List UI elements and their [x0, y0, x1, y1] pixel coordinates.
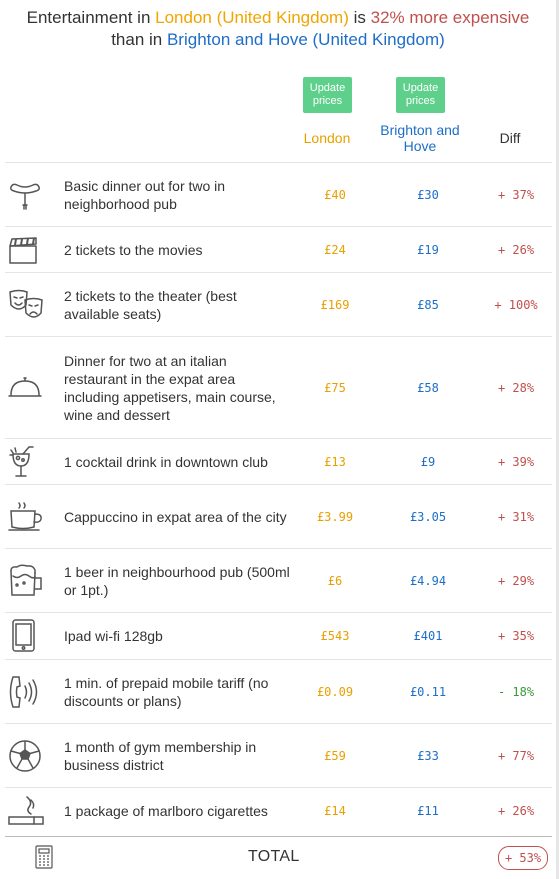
row-price-city1: £75	[294, 336, 376, 439]
total-label: TOTAL	[248, 848, 300, 865]
row-price-city2: £3.05	[376, 484, 480, 549]
cloche-icon	[7, 373, 57, 403]
row-item-name: 1 package of marlboro cigarettes	[57, 787, 294, 834]
row-icon-cell	[5, 612, 57, 660]
row-price-city1: £14	[294, 787, 376, 834]
row-diff: + 29%	[480, 548, 552, 613]
row-item-name: 1 month of gym membership in business di…	[57, 723, 294, 788]
row-item-name: Basic dinner out for two in neighborhood…	[57, 162, 294, 227]
row-icon-cell	[5, 438, 57, 485]
row-price-city1: £169	[294, 272, 376, 337]
row-item-name: Ipad wi-fi 128gb	[57, 612, 294, 660]
row-item-name: Dinner for two at an italian restaurant …	[57, 336, 294, 439]
row-diff: + 77%	[480, 723, 552, 788]
table-row: Dinner for two at an italian restaurant …	[5, 336, 552, 439]
table-row: 1 cocktail drink in downtown club £13 £9…	[5, 438, 552, 485]
row-diff: + 28%	[480, 336, 552, 439]
clapperboard-icon	[7, 234, 57, 266]
row-icon-cell	[5, 723, 57, 788]
row-item-name: 1 beer in neighbourhood pub (500ml or 1p…	[57, 548, 294, 613]
row-price-city2: £19	[376, 226, 480, 273]
headline-text: is	[348, 8, 371, 27]
column-header-city2: Brighton and Hove	[380, 122, 460, 154]
row-price-city1: £6	[294, 548, 376, 613]
update-prices-button-city1[interactable]: Update prices	[303, 77, 352, 113]
headline-city1[interactable]: London (United Kingdom)	[155, 8, 349, 27]
total-divider	[5, 836, 552, 837]
calculator-icon	[34, 845, 54, 874]
soccer-ball-icon	[7, 738, 57, 774]
row-item-name: 1 min. of prepaid mobile tariff (no disc…	[57, 659, 294, 724]
row-icon-cell	[5, 787, 57, 834]
table-row: Cappuccino in expat area of the city £3.…	[5, 484, 552, 549]
row-price-city2: £11	[376, 787, 480, 834]
row-diff: + 39%	[480, 438, 552, 485]
table-row: Basic dinner out for two in neighborhood…	[5, 162, 552, 227]
row-price-city2: £0.11	[376, 659, 480, 724]
prices-table: Basic dinner out for two in neighborhood…	[5, 162, 552, 834]
row-icon-cell	[5, 548, 57, 613]
table-row: Ipad wi-fi 128gb £543 £401 + 35%	[5, 612, 552, 660]
table-row: 1 month of gym membership in business di…	[5, 723, 552, 788]
headline-text: than in	[111, 30, 167, 49]
table-row: 2 tickets to the movies £24 £19 + 26%	[5, 226, 552, 273]
row-icon-cell	[5, 162, 57, 227]
coffee-cup-icon	[7, 500, 57, 534]
row-diff: + 37%	[480, 162, 552, 227]
row-price-city1: £59	[294, 723, 376, 788]
row-icon-cell	[5, 484, 57, 549]
total-diff-badge: + 53%	[498, 846, 548, 870]
table-row: 1 beer in neighbourhood pub (500ml or 1p…	[5, 548, 552, 613]
row-price-city1: £40	[294, 162, 376, 227]
cocktail-icon	[7, 444, 57, 480]
row-price-city1: £3.99	[294, 484, 376, 549]
phone-ringing-icon	[7, 674, 57, 710]
headline-percent: 32% more expensive	[370, 8, 530, 27]
row-item-name: 2 tickets to the theater (best available…	[57, 272, 294, 337]
beer-mug-icon	[7, 563, 57, 599]
row-diff: + 35%	[480, 612, 552, 660]
column-header-diff: Diff	[499, 130, 521, 146]
row-icon-cell	[5, 336, 57, 439]
row-icon-cell	[5, 272, 57, 337]
row-icon-cell	[5, 226, 57, 273]
table-row: 1 min. of prepaid mobile tariff (no disc…	[5, 659, 552, 724]
row-price-city1: £0.09	[294, 659, 376, 724]
row-item-name: Cappuccino in expat area of the city	[57, 484, 294, 549]
row-diff: + 26%	[480, 787, 552, 834]
table-row: 2 tickets to the theater (best available…	[5, 272, 552, 337]
headline-city2[interactable]: Brighton and Hove (United Kingdom)	[166, 30, 445, 49]
theater-masks-icon	[7, 287, 57, 323]
row-price-city1: £24	[294, 226, 376, 273]
row-price-city2: £30	[376, 162, 480, 227]
comparison-headline: Entertainment in London (United Kingdom)…	[0, 7, 556, 51]
row-diff: + 26%	[480, 226, 552, 273]
table-row: 1 package of marlboro cigarettes £14 £11…	[5, 787, 552, 834]
headline-text: Entertainment in	[26, 8, 156, 27]
row-price-city2: £85	[376, 272, 480, 337]
row-diff: + 31%	[480, 484, 552, 549]
row-diff: + 100%	[480, 272, 552, 337]
row-item-name: 2 tickets to the movies	[57, 226, 294, 273]
page-right-border	[556, 0, 559, 879]
row-price-city1: £543	[294, 612, 376, 660]
update-prices-button-city2[interactable]: Update prices	[396, 77, 445, 113]
row-price-city2: £9	[376, 438, 480, 485]
row-price-city1: £13	[294, 438, 376, 485]
cigarette-icon	[7, 794, 57, 828]
row-icon-cell	[5, 659, 57, 724]
tablet-icon	[7, 618, 57, 654]
row-diff: - 18%	[480, 659, 552, 724]
sausage-icon	[7, 177, 57, 213]
row-item-name: 1 cocktail drink in downtown club	[57, 438, 294, 485]
row-price-city2: £33	[376, 723, 480, 788]
column-header-city1: London	[303, 130, 351, 146]
row-price-city2: £401	[376, 612, 480, 660]
row-price-city2: £58	[376, 336, 480, 439]
row-price-city2: £4.94	[376, 548, 480, 613]
